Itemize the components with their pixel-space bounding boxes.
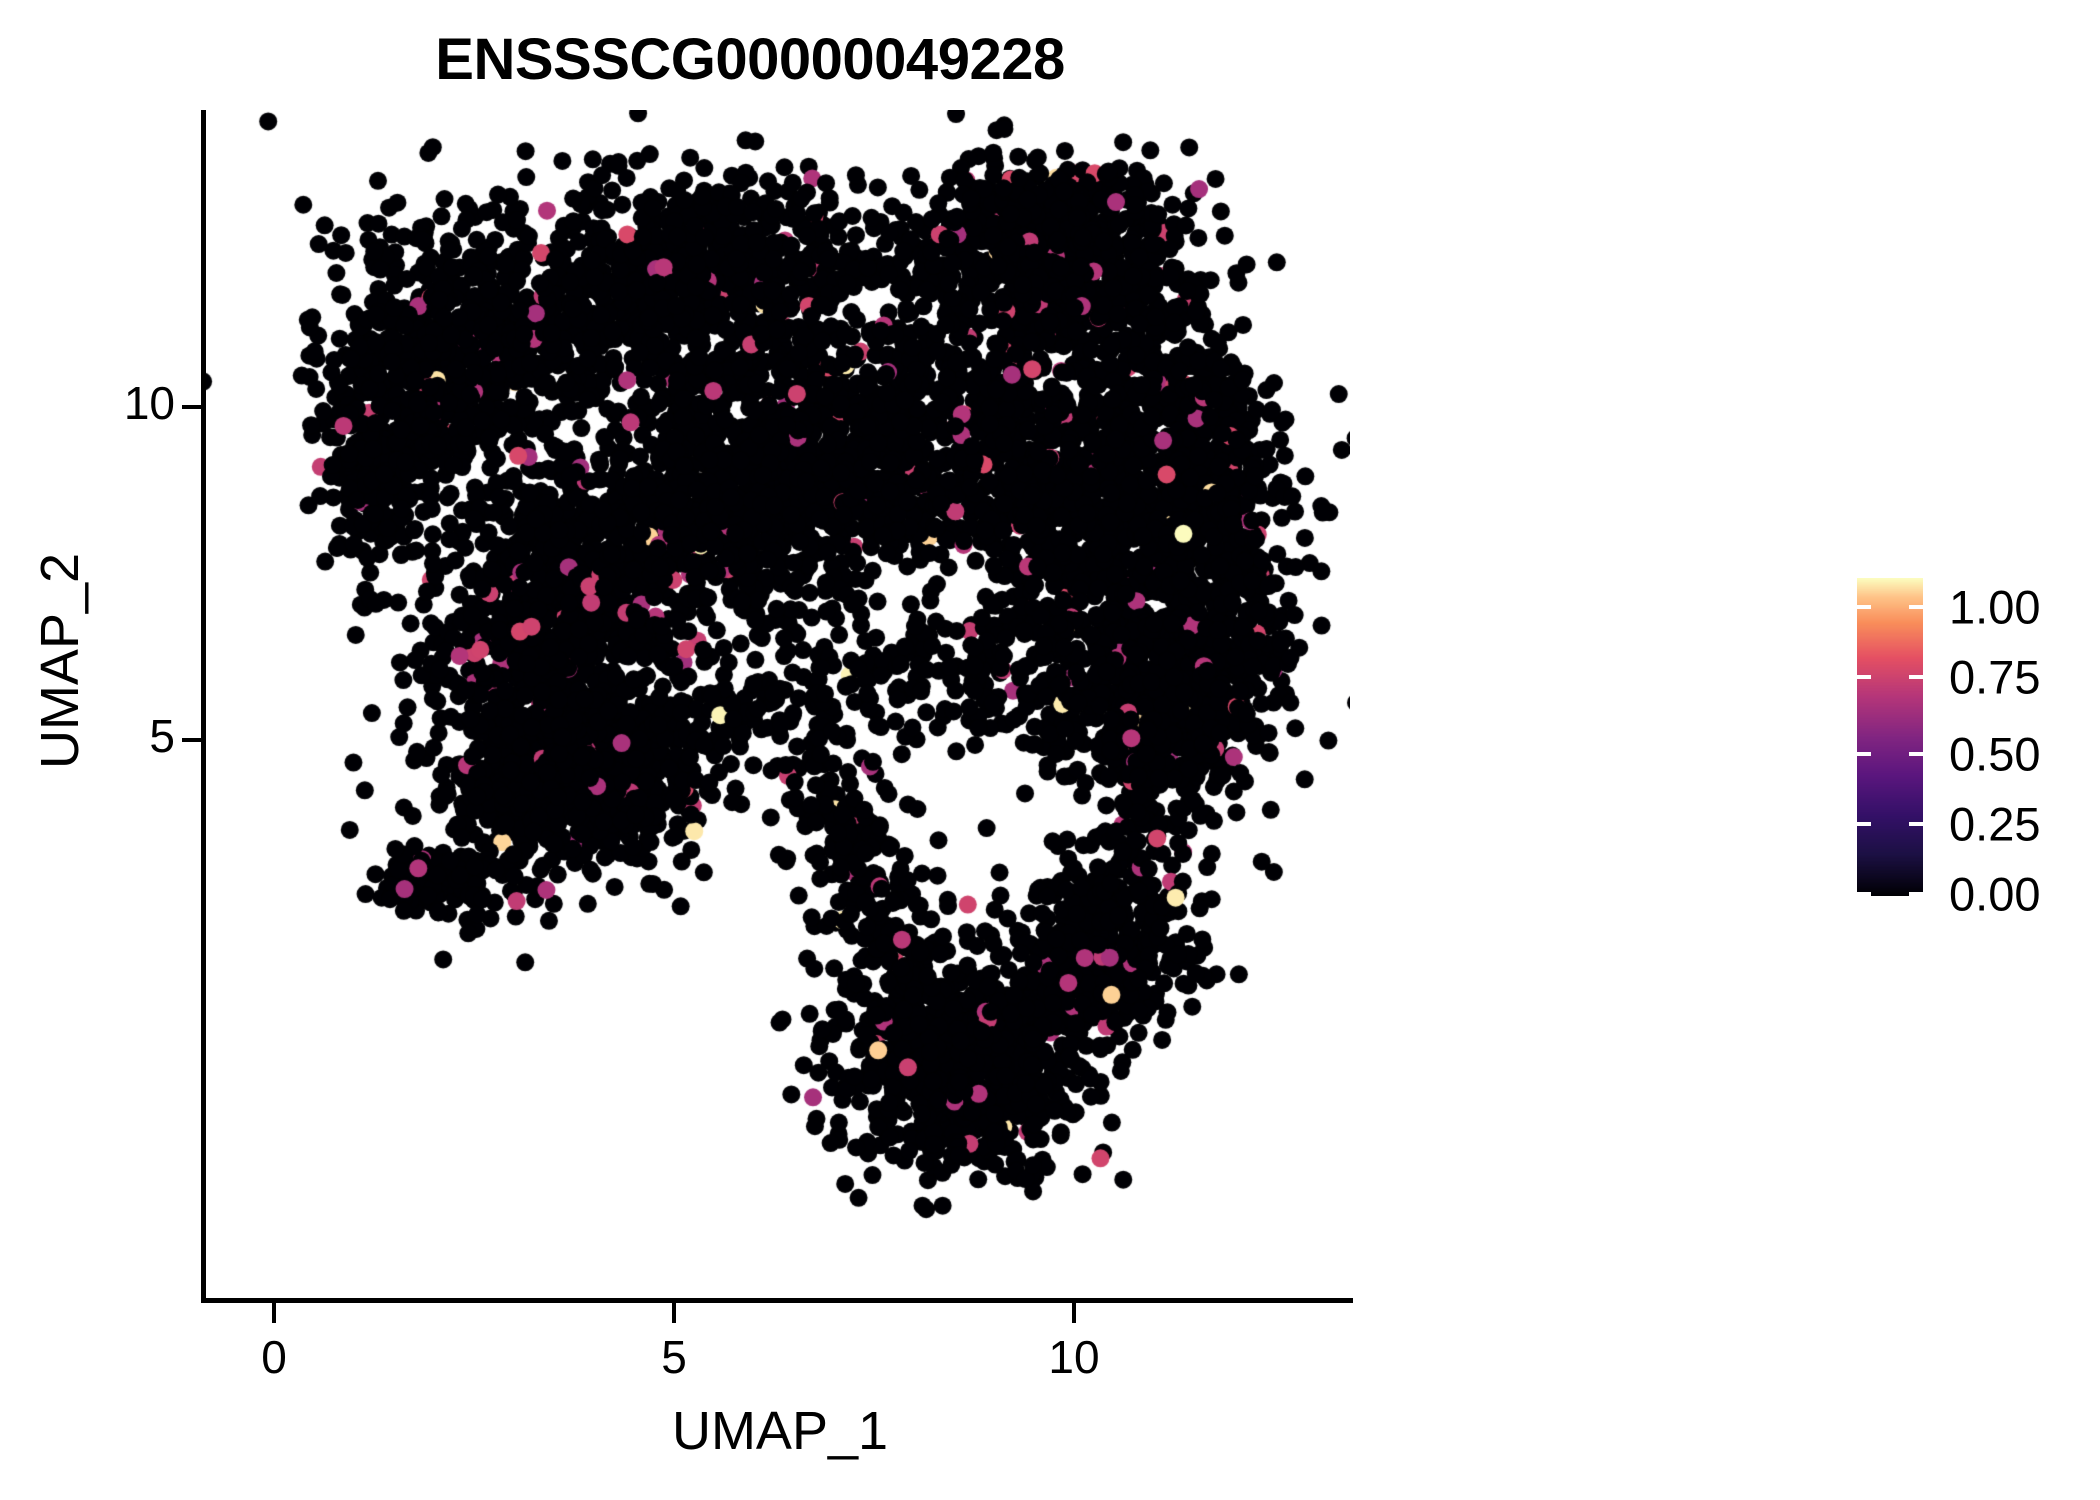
legend-tick-0.00-left [1857,892,1871,896]
legend-label-0.25: 0.25 [1949,797,2041,851]
y-axis-title: UMAP_2 [30,552,90,770]
legend-label-1.00: 1.00 [1949,580,2041,634]
legend-tick-0.25-left [1857,822,1871,826]
legend-tick-1.00-left [1857,605,1871,609]
legend-label-0.75: 0.75 [1949,650,2041,704]
legend-label-0.00: 0.00 [1949,867,2041,921]
x-tick-mark-10 [1072,1303,1076,1323]
legend-tick-0.75-right [1909,675,1923,679]
legend-tick-0.75-left [1857,675,1871,679]
legend-tick-0.00-right [1909,892,1923,896]
x-axis-title: UMAP_1 [671,1401,889,1461]
legend-tick-1.00-right [1909,605,1923,609]
x-axis-line [201,1298,1353,1303]
legend-label-0.50: 0.50 [1949,727,2041,781]
legend-tick-0.25-right [1909,822,1923,826]
y-tick-label-5: 5 [149,710,175,762]
y-tick-label-10: 10 [123,377,175,429]
scatter-points-canvas [205,110,1350,1300]
x-tick-label-5: 5 [661,1331,687,1383]
colorbar-gradient [1857,578,1923,896]
y-tick-mark-10 [182,405,202,409]
plot-panel [205,110,1350,1300]
legend-tick-0.50-left [1857,752,1871,756]
legend-tick-0.50-right [1909,752,1923,756]
x-tick-mark-0 [272,1303,276,1323]
y-axis-line [201,110,206,1303]
x-tick-label-0: 0 [261,1331,287,1383]
x-tick-label-10: 10 [1048,1331,1100,1383]
page-title: ENSSSCG00000049228 [435,27,1065,92]
y-tick-mark-5 [182,738,202,742]
x-tick-mark-5 [672,1303,676,1323]
